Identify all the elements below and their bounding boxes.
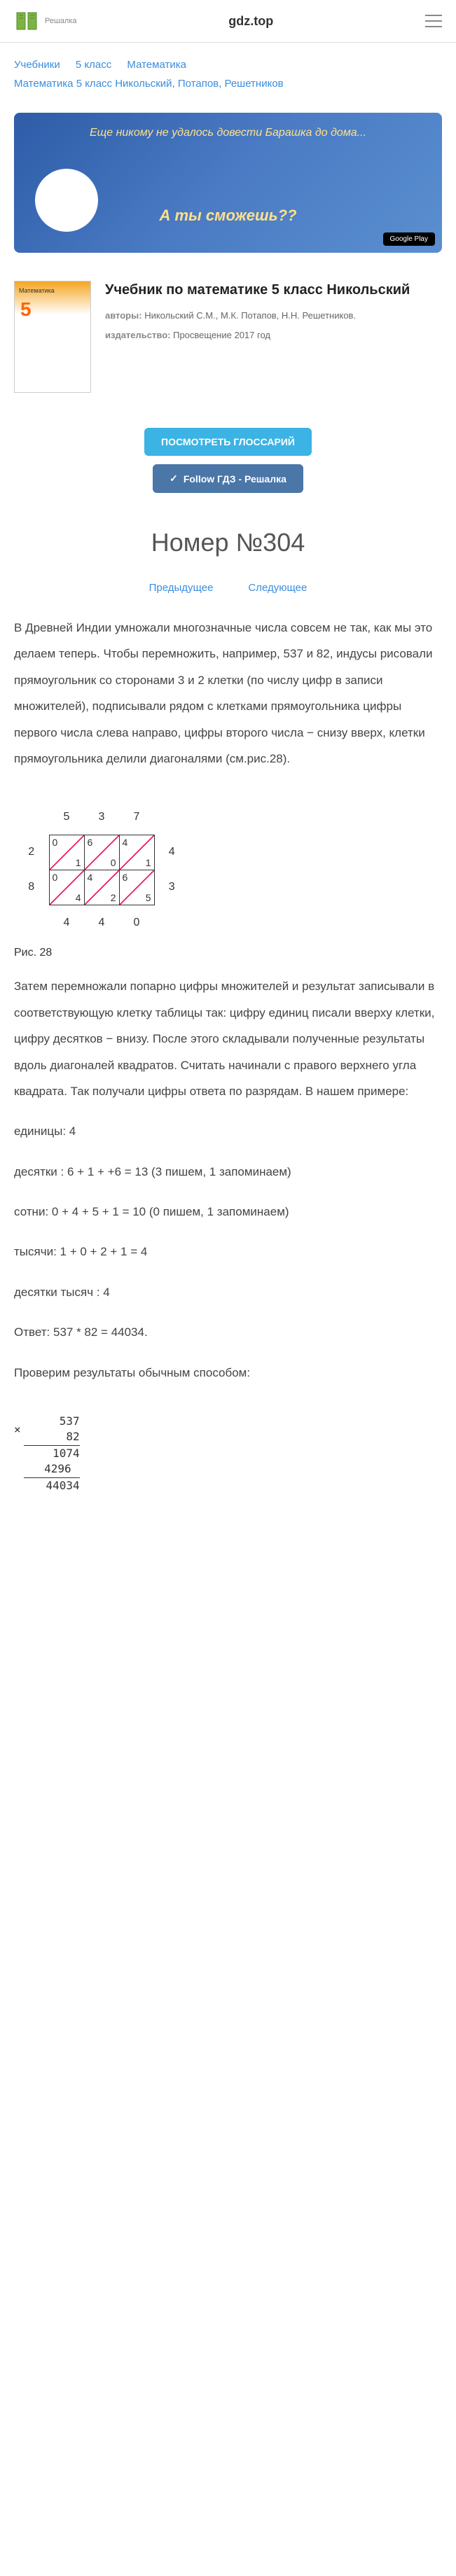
mult-operand: 537 [24,1414,80,1429]
top-label: 7 [119,800,154,835]
book-cover[interactable]: Математика 5 [14,281,91,393]
logo-section[interactable]: Решалка [14,8,77,34]
calc-line: сотни: 0 + 4 + 5 + 1 = 10 (0 пишем, 1 за… [14,1199,442,1225]
calc-line: десятки : 6 + 1 + +6 = 13 (3 пишем, 1 за… [14,1159,442,1185]
buttons-section: ПОСМОТРЕТЬ ГЛОССАРИЙ ✓ Follow ГДЗ - Реша… [0,414,456,507]
book-icon [14,8,39,34]
bottom-label: 4 [49,905,84,940]
cover-label: Математика [19,287,55,294]
next-link[interactable]: Следующее [248,582,307,594]
grid-cell: 4 1 [119,835,154,870]
mult-operand: 82 [24,1429,80,1444]
top-label: 5 [49,800,84,835]
left-label: 8 [14,870,49,905]
right-label: 3 [154,870,189,905]
calc-line: тысячи: 1 + 0 + 2 + 1 = 4 [14,1239,442,1265]
content-body: Затем перемножали попарно цифры множител… [0,973,456,1386]
follow-button[interactable]: ✓ Follow ГДЗ - Решалка [153,464,303,493]
cover-grade: 5 [20,298,32,321]
book-section: Математика 5 Учебник по математике 5 кла… [0,260,456,414]
google-play-badge[interactable]: Google Play [383,232,435,246]
answer-line: Ответ: 537 * 82 = 44034. [14,1319,442,1345]
grid-cell: 6 0 [84,835,119,870]
book-publisher: издательство: Просвещение 2017 год [105,328,410,342]
grid-cell: 0 4 [49,870,84,905]
long-multiplication: × 537 82 1074 4296 44034 [0,1400,456,1508]
page-header: Решалка gdz.top [0,0,456,43]
grid-cell: 0 1 [49,835,84,870]
banner-text: Еще никому не удалось довести Барашка до… [90,127,366,139]
top-label: 3 [84,800,119,835]
nav-links: Предыдущее Следующее [0,571,456,615]
calc-line: десятки тысяч : 4 [14,1279,442,1305]
paragraph: В Древней Индии умножали многозначные чи… [14,615,442,772]
content-body: В Древней Индии умножали многозначные чи… [0,615,456,772]
multiplication-grid: 5 3 7 2 0 1 6 0 4 1 4 8 0 4 [14,800,189,940]
page-title: Номер №304 [14,528,442,557]
ad-banner[interactable]: Еще никому не удалось довести Барашка до… [14,113,442,253]
menu-icon[interactable] [425,15,442,27]
site-name: gdz.top [228,14,273,29]
book-authors: авторы: Никольский С.М., М.К. Потапов, Н… [105,309,410,323]
mult-partial: 1074 [24,1446,80,1461]
breadcrumb-item[interactable]: Математика [127,59,186,71]
book-info: Учебник по математике 5 класс Никольский… [105,281,410,393]
calc-line: единицы: 4 [14,1118,442,1144]
mult-sign: × [14,1422,21,1437]
right-label: 4 [154,835,189,870]
grid-cell: 4 2 [84,870,119,905]
prev-link[interactable]: Предыдущее [149,582,214,594]
book-title: Учебник по математике 5 класс Никольский [105,281,410,299]
title-section: Номер №304 [0,507,456,571]
mult-result: 44034 [24,1478,80,1494]
vk-icon: ✓ [170,473,178,485]
grid-cell: 6 5 [119,870,154,905]
left-label: 2 [14,835,49,870]
breadcrumb-item[interactable]: 5 класс [76,59,111,71]
glossary-button[interactable]: ПОСМОТРЕТЬ ГЛОССАРИЙ [144,428,312,456]
breadcrumb: Учебники 5 класс Математика Математика 5… [0,43,456,106]
diagram-section: 5 3 7 2 0 1 6 0 4 1 4 8 0 4 [0,786,456,973]
mult-partial: 4296 [24,1461,80,1477]
sheep-icon [35,169,98,232]
banner-cta: А ты сможешь?? [159,207,296,225]
logo-text: Решалка [45,17,77,25]
breadcrumb-item[interactable]: Учебники [14,59,60,71]
bottom-label: 0 [119,905,154,940]
paragraph: Затем перемножали попарно цифры множител… [14,973,442,1104]
check-line: Проверим результаты обычным способом: [14,1360,442,1386]
breadcrumb-item[interactable]: Математика 5 класс Никольский, Потапов, … [14,78,284,90]
figure-label: Рис. 28 [14,947,442,959]
bottom-label: 4 [84,905,119,940]
